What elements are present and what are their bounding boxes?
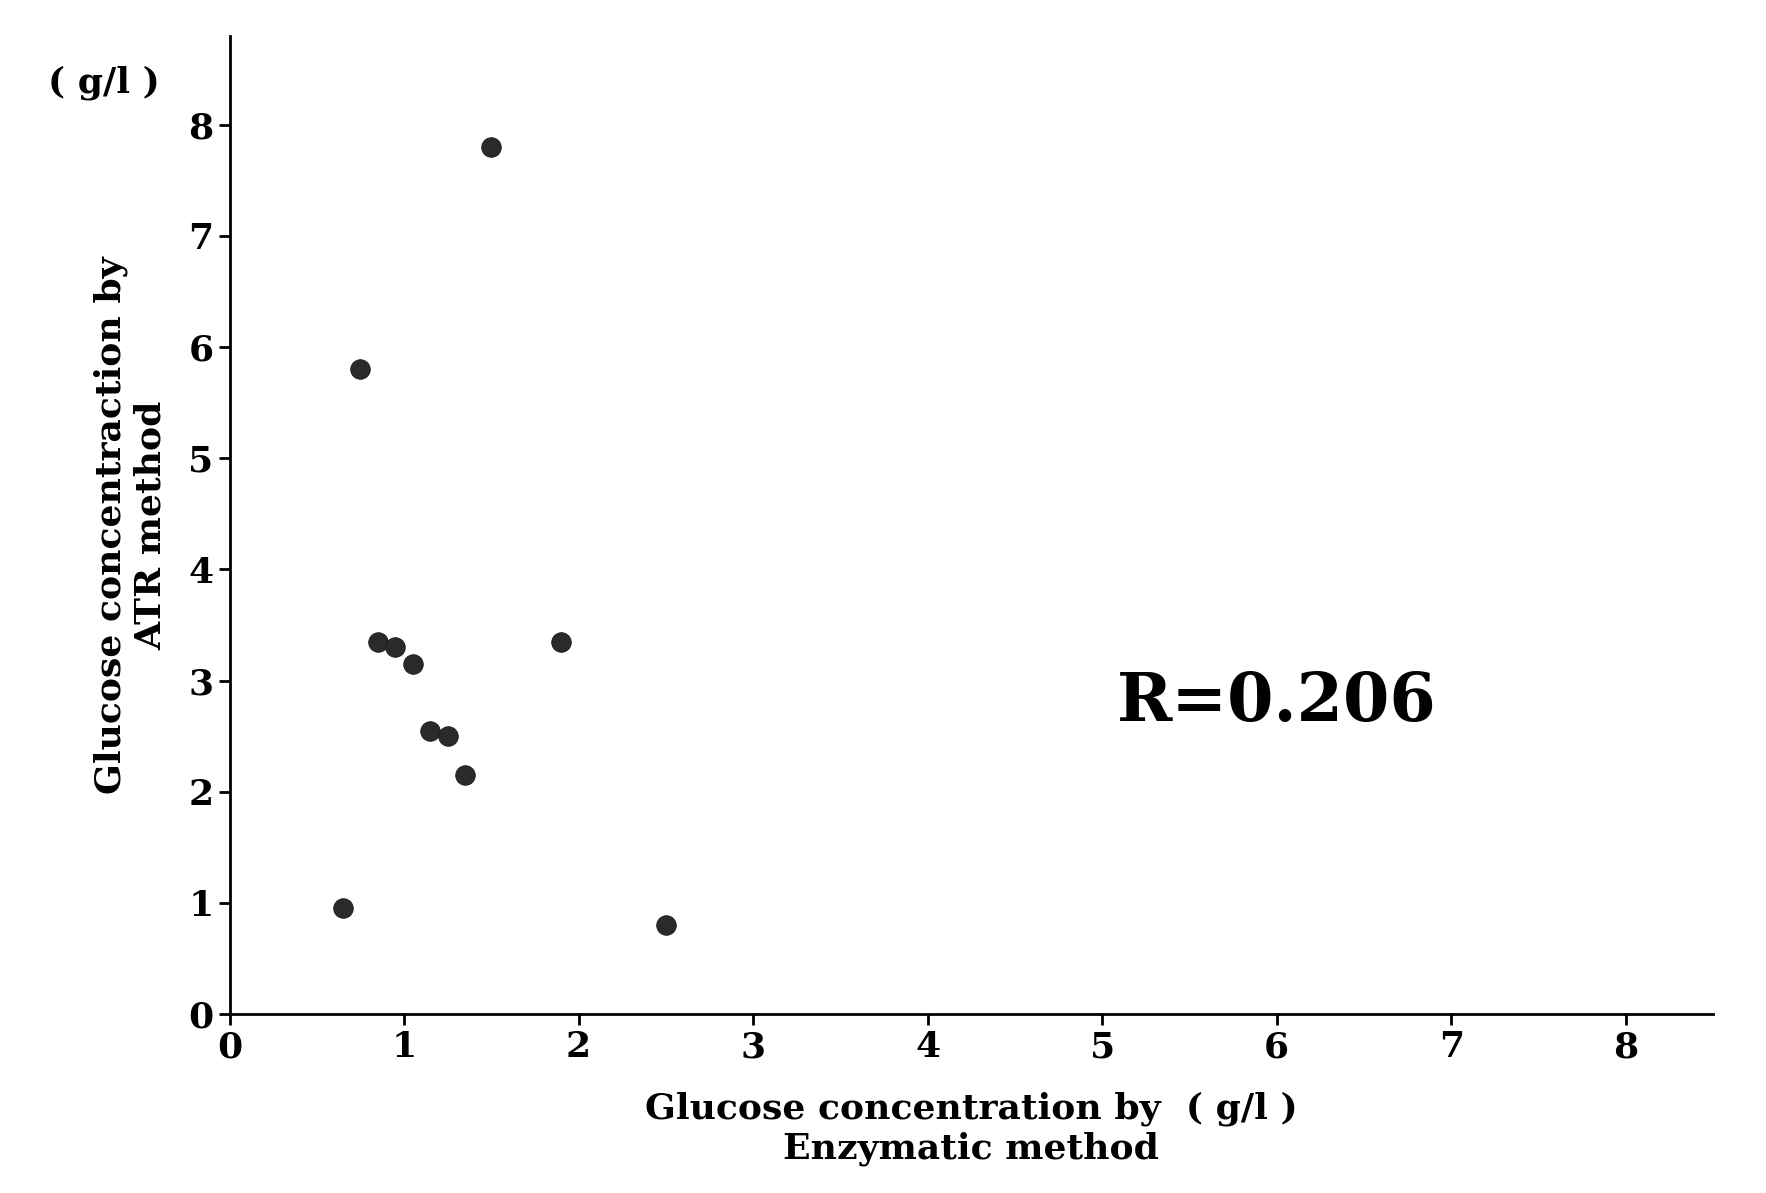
Point [328,898,357,917]
Text: ( g/l ): ( g/l ) [48,66,159,100]
X-axis label: Glucose concentration by  ( g/l )
Enzymatic method: Glucose concentration by ( g/l ) Enzymat… [645,1092,1298,1167]
Y-axis label: Glucose concentraction by
ATR method: Glucose concentraction by ATR method [94,256,168,793]
Point [399,654,427,673]
Point [652,915,680,934]
Point [547,632,576,651]
Point [346,360,374,379]
Point [450,766,479,785]
Point [364,632,392,651]
Point [434,727,463,746]
Point [477,137,505,156]
Point [381,637,410,656]
Point [417,721,445,740]
Text: R=0.206: R=0.206 [1116,670,1436,735]
